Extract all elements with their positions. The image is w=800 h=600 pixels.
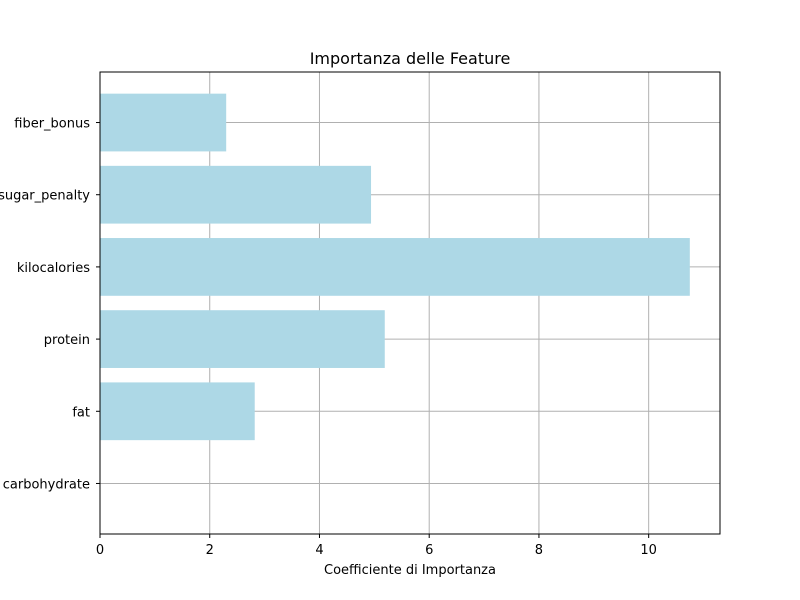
- x-axis-label: Coefficiente di Importanza: [324, 563, 496, 578]
- x-tick-label: 6: [425, 543, 433, 558]
- bar-kilocalories: [100, 238, 690, 296]
- y-tick-label: sugar_penalty: [0, 189, 90, 204]
- chart-title: Importanza delle Feature: [310, 49, 511, 68]
- bar-fat: [100, 382, 255, 441]
- x-tick-label: 0: [96, 543, 104, 558]
- bar-fiber_bonus: [100, 93, 227, 152]
- x-tick-label: 10: [640, 543, 657, 558]
- bars: [100, 93, 690, 441]
- x-axis-ticks: 0 2 4 6 8 10: [96, 534, 657, 558]
- x-tick-label: 2: [206, 543, 214, 558]
- plot-frame: [99, 71, 721, 535]
- y-tick-label: kilocalories: [17, 261, 90, 276]
- y-tick-label: fat: [72, 405, 90, 420]
- x-tick-label: 4: [315, 543, 323, 558]
- bar-sugar_penalty: [100, 165, 372, 224]
- y-axis-ticks: carbohydrate fat protein kilocalories sugar_…: [0, 117, 100, 492]
- x-tick-label: 8: [535, 543, 543, 558]
- y-tick-label: protein: [44, 333, 90, 348]
- y-tick-label: carbohydrate: [3, 477, 90, 492]
- bar-protein: [100, 310, 385, 368]
- y-tick-label: fiber_bonus: [14, 117, 90, 132]
